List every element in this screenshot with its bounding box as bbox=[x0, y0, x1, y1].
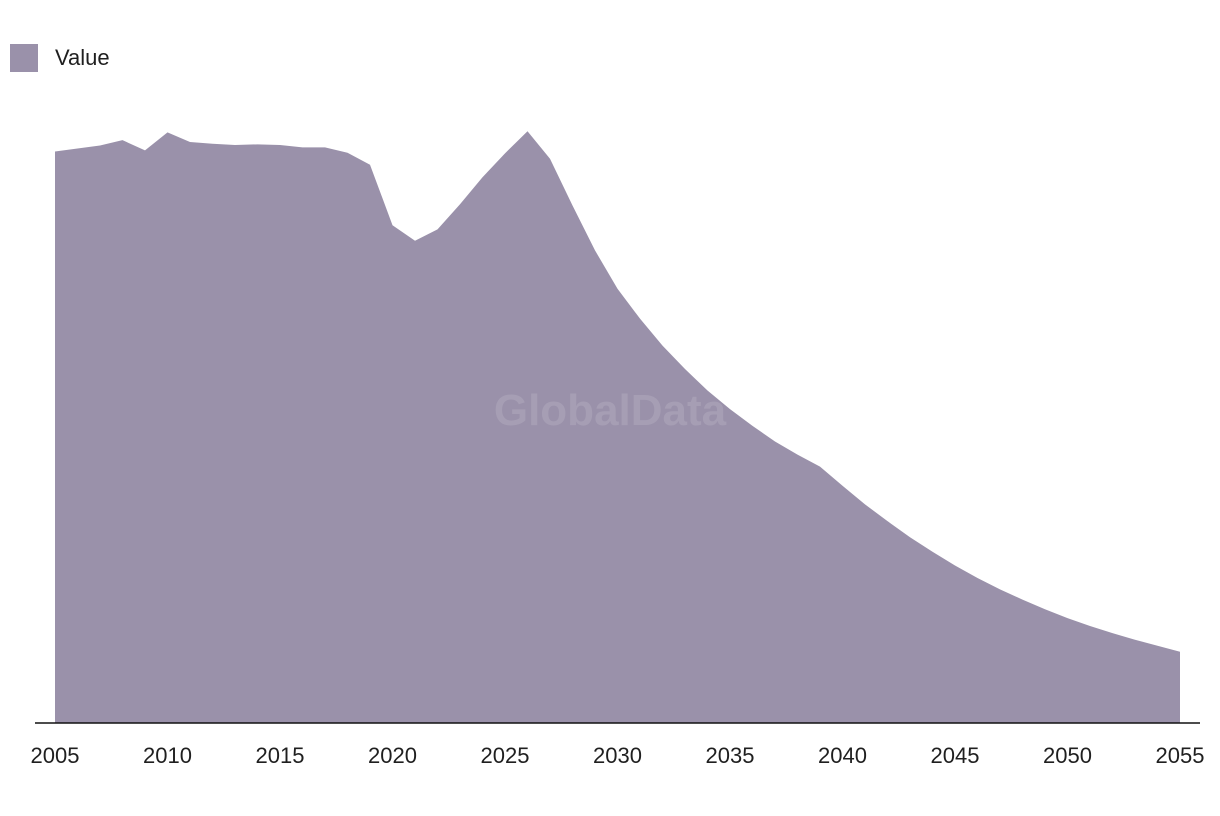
x-tick-label-2055: 2055 bbox=[1156, 743, 1205, 768]
x-tick-label-2030: 2030 bbox=[593, 743, 642, 768]
x-tick-label-2005: 2005 bbox=[31, 743, 80, 768]
legend: Value bbox=[10, 44, 110, 72]
x-tick-label-2035: 2035 bbox=[706, 743, 755, 768]
x-tick-label-2040: 2040 bbox=[818, 743, 867, 768]
x-tick-label-2015: 2015 bbox=[256, 743, 305, 768]
legend-swatch bbox=[10, 44, 38, 72]
x-tick-label-2050: 2050 bbox=[1043, 743, 1092, 768]
x-tick-label-2045: 2045 bbox=[931, 743, 980, 768]
x-tick-label-2020: 2020 bbox=[368, 743, 417, 768]
legend-label: Value bbox=[55, 45, 110, 70]
series-area-value bbox=[55, 131, 1180, 723]
x-tick-label-2010: 2010 bbox=[143, 743, 192, 768]
watermark: GlobalData bbox=[494, 386, 727, 435]
x-tick-label-2025: 2025 bbox=[481, 743, 530, 768]
